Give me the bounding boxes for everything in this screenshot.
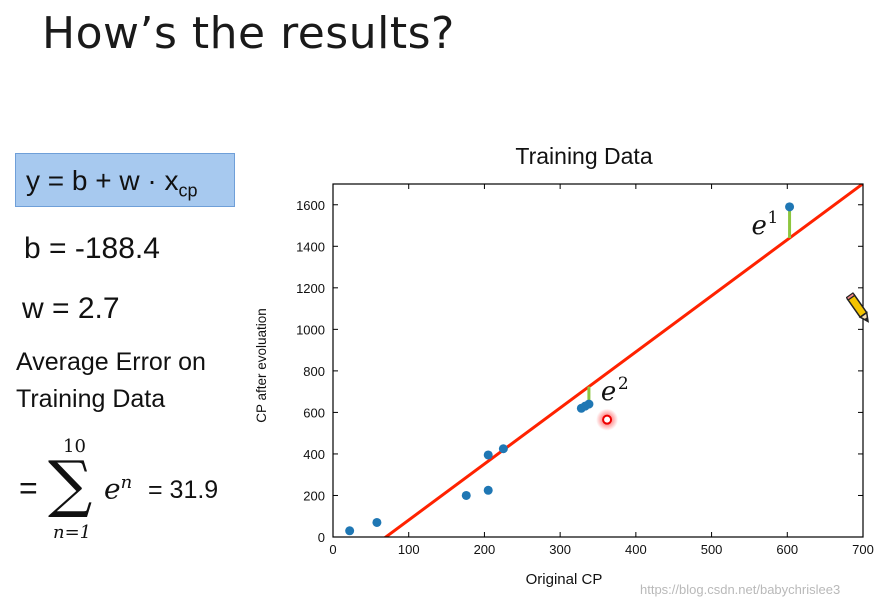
average-error-line1: Average Error on — [16, 348, 206, 376]
cursor-highlight-dot — [602, 414, 613, 425]
y-tick-label: 0 — [318, 530, 325, 545]
y-tick-label: 400 — [303, 447, 325, 462]
sum-term-base: e — [104, 472, 121, 506]
error-label-e2: e — [601, 377, 616, 407]
w-value: w = 2.7 — [22, 292, 120, 325]
error-sum-equation: = 10 ∑ n=1 en = 31.9 — [16, 436, 256, 548]
plot-frame — [332, 183, 864, 538]
sigma-symbol: ∑ — [48, 447, 93, 520]
error-label-e1: e — [752, 211, 767, 241]
y-tick-label: 1600 — [296, 198, 325, 213]
x-tick-label: 600 — [776, 542, 798, 557]
chart-title: Training Data — [515, 143, 652, 169]
sum-term-sup: n — [120, 472, 133, 493]
formula-subscript: cp — [178, 180, 198, 201]
sum-lower-bound: n=1 — [53, 522, 92, 543]
data-point — [498, 444, 508, 454]
error-label-e1-sup: 1 — [768, 208, 779, 228]
x-tick-label: 400 — [625, 542, 647, 557]
y-tick-label: 1000 — [296, 322, 325, 337]
y-tick-label: 800 — [303, 364, 325, 379]
x-tick-label: 500 — [701, 542, 723, 557]
model-formula: y = b + w · xcp — [15, 153, 235, 207]
y-tick-label: 1400 — [296, 239, 325, 254]
x-axis-label: Original CP — [526, 571, 603, 588]
pencil-cursor-icon — [845, 292, 874, 333]
x-tick-label: 0 — [329, 542, 336, 557]
sum-upper-bound: 10 — [63, 436, 86, 457]
watermark: https://blog.csdn.net/babychrislee3 — [640, 582, 841, 597]
y-tick-label: 600 — [303, 405, 325, 420]
x-tick-label: 100 — [398, 542, 420, 557]
data-point — [785, 202, 795, 212]
sum-result: = 31.9 — [148, 476, 219, 504]
y-axis-label: CP after evoluation — [254, 308, 269, 423]
average-error-label: Average Error on Training Data — [16, 344, 206, 418]
y-tick-label: 200 — [303, 488, 325, 503]
data-point — [345, 526, 355, 536]
y-tick-label: 1200 — [296, 281, 325, 296]
regression-line — [383, 184, 863, 537]
data-point — [483, 485, 493, 495]
formula-text: y = b + w · x — [26, 165, 179, 196]
data-point — [461, 490, 471, 500]
data-point — [584, 399, 594, 409]
average-error-line2: Training Data — [16, 385, 166, 413]
error-label-e2-sup: 2 — [618, 374, 629, 394]
x-tick-label: 200 — [474, 542, 496, 557]
b-value: b = -188.4 — [24, 232, 160, 265]
x-tick-label: 300 — [549, 542, 571, 557]
sum-term: en — [104, 472, 132, 505]
data-point — [372, 517, 382, 527]
sum-equals: = — [19, 470, 38, 506]
slide-title: How’s the results? — [42, 8, 455, 59]
x-tick-label: 700 — [852, 542, 874, 557]
data-point — [483, 450, 493, 460]
